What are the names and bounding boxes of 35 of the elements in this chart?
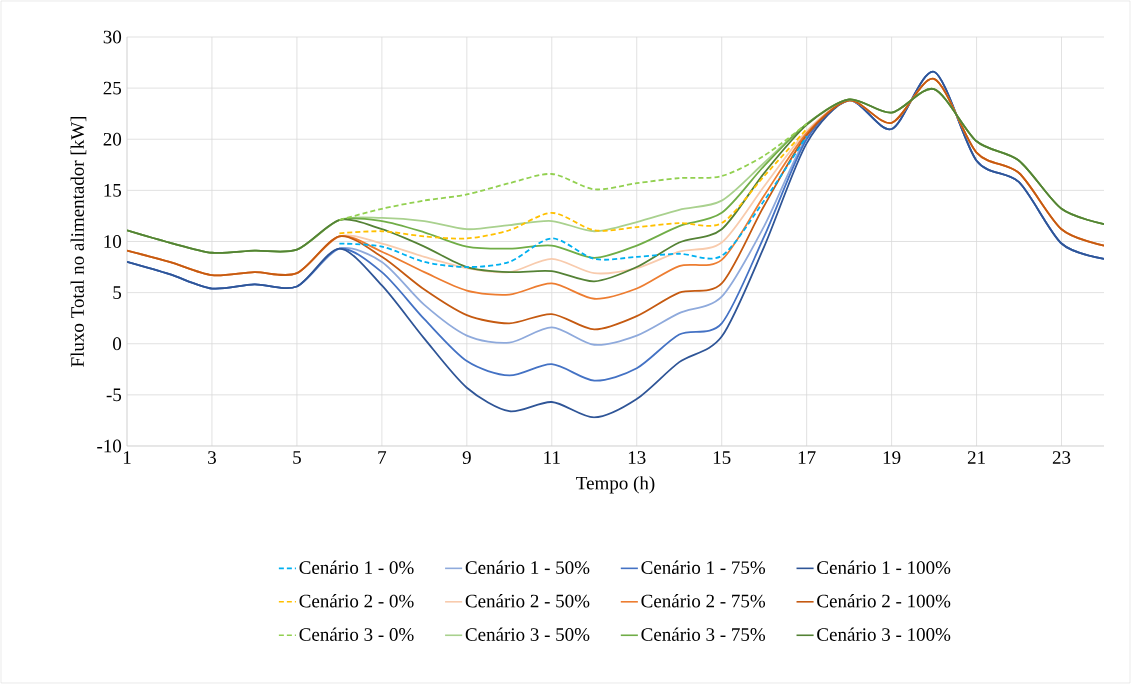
y-tick-label: 0: [113, 337, 122, 351]
y-tick-label: -10: [97, 439, 122, 453]
legend-label: Cenário 3 - 100%: [817, 627, 951, 641]
y-axis-title: Fluxo Total no alimentador [kW]: [70, 116, 87, 367]
x-tick-label: 19: [883, 451, 901, 464]
y-tick-label: 5: [113, 286, 122, 299]
x-tick-label: 23: [1052, 451, 1071, 464]
x-tick-label: 7: [378, 451, 387, 464]
legend-label: Cenário 1 - 75%: [641, 560, 766, 575]
x-tick-label: 21: [967, 451, 985, 464]
x-tick-label: 11: [544, 451, 560, 464]
x-tick-label: 13: [628, 451, 646, 464]
y-tick-label: 15: [104, 184, 122, 197]
y-tick-label: 25: [103, 81, 122, 95]
x-tick-label: 1: [123, 451, 131, 464]
y-tick-label: -5: [106, 388, 122, 402]
y-tick-label: 10: [104, 235, 122, 248]
legend-label: Cenário 1 - 50%: [465, 560, 590, 575]
legend-label: Cenário 2 - 100%: [817, 594, 951, 608]
legend-label: Cenário 3 - 0%: [299, 627, 414, 641]
legend-label: Cenário 2 - 50%: [465, 594, 590, 608]
legend-label: Cenário 3 - 75%: [641, 627, 766, 641]
x-tick-label: 5: [293, 451, 301, 464]
legend-label: Cenário 2 - 0%: [299, 594, 414, 608]
x-tick-label: 9: [462, 451, 471, 464]
legend-label: Cenário 2 - 75%: [641, 594, 766, 608]
y-tick-label: 20: [103, 132, 122, 146]
x-tick-label: 15: [713, 451, 731, 464]
legend-label: Cenário 3 - 50%: [465, 627, 590, 641]
legend-label: Cenário 1 - 100%: [817, 560, 951, 575]
x-tick-label: 3: [208, 451, 216, 464]
legend-label: Cenário 1 - 0%: [299, 560, 414, 575]
x-tick-label: 17: [798, 451, 816, 464]
x-axis-title: Tempo (h): [576, 476, 655, 494]
y-tick-label: 30: [103, 30, 122, 44]
